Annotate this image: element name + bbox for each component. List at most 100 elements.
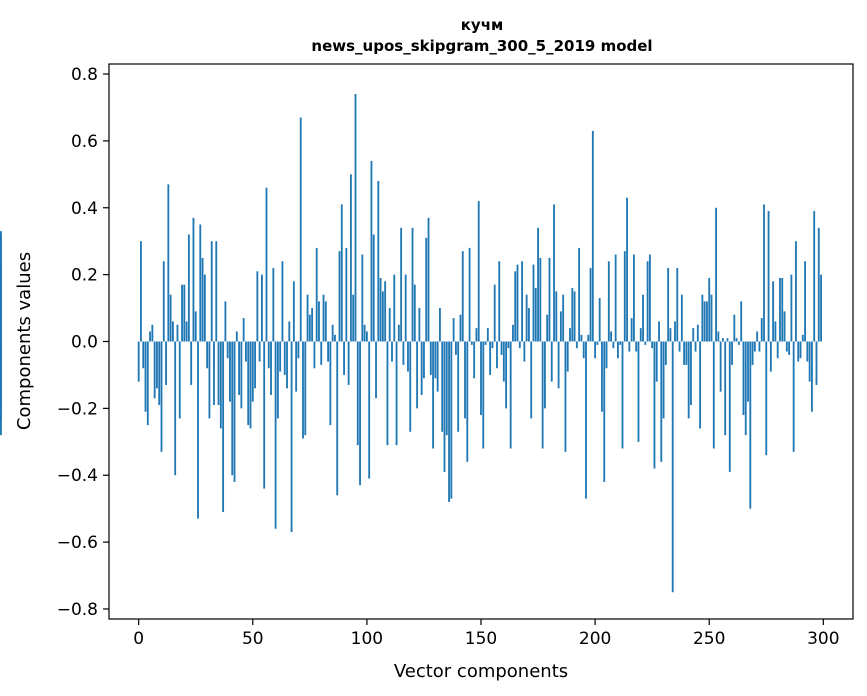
bar-88 <box>338 251 341 342</box>
bar-69 <box>295 341 298 392</box>
x-tick-label: 50 <box>242 629 264 649</box>
y-tick-label: 0.8 <box>71 65 98 85</box>
bar-3 <box>144 341 147 412</box>
bar-114 <box>397 324 400 342</box>
bar-4 <box>146 341 149 426</box>
bar-124 <box>420 341 423 395</box>
bar-110 <box>388 308 391 342</box>
bar-231 <box>664 341 667 365</box>
bar-194 <box>580 334 583 342</box>
bar-208 <box>612 341 615 349</box>
bar-253 <box>715 207 717 342</box>
bar-169 <box>523 341 526 362</box>
bar-269 <box>751 341 754 365</box>
bar-166 <box>516 264 519 342</box>
bar-118 <box>407 341 409 372</box>
bar-165 <box>514 271 517 342</box>
bar-238 <box>680 294 683 342</box>
bar-42 <box>233 341 236 482</box>
bar-145 <box>468 247 471 342</box>
bar-72 <box>302 341 304 439</box>
bar-70 <box>297 341 300 359</box>
bar-21 <box>185 321 188 342</box>
bar-58 <box>270 341 272 395</box>
bar-216 <box>630 318 633 342</box>
bar-63 <box>281 261 284 342</box>
bar-185 <box>559 311 562 342</box>
bar-250 <box>708 277 711 342</box>
bar-22 <box>187 234 190 342</box>
bar-190 <box>571 288 574 342</box>
bar-130 <box>434 341 437 379</box>
bar-150 <box>480 341 482 416</box>
bar-19 <box>181 284 183 342</box>
bar-undefined <box>0 341 2 406</box>
bar-9 <box>158 341 161 406</box>
bar-14 <box>169 294 172 342</box>
bar-168 <box>521 261 523 342</box>
bar-98 <box>361 254 364 342</box>
bar-163 <box>509 341 512 449</box>
bar-25 <box>194 311 197 342</box>
bar-76 <box>311 308 314 342</box>
bar-141 <box>459 314 462 342</box>
bar-112 <box>393 274 396 342</box>
bar-222 <box>644 341 647 345</box>
bar-161 <box>505 341 508 409</box>
bar-94 <box>352 294 355 342</box>
bar-252 <box>712 341 715 449</box>
x-axis-label: Vector components <box>394 661 568 682</box>
bar-134 <box>443 341 446 472</box>
bar-249 <box>706 301 708 342</box>
bar-237 <box>678 341 681 352</box>
bar-286 <box>790 274 793 342</box>
bar-244 <box>694 341 697 352</box>
bar-60 <box>274 341 277 529</box>
bar-285 <box>788 341 791 355</box>
y-tick-label: 0.2 <box>71 266 98 286</box>
bar-283 <box>783 311 786 342</box>
x-tick-label: 250 <box>693 629 725 649</box>
bar-186 <box>562 294 565 342</box>
bar-7 <box>153 341 156 399</box>
bar-53 <box>258 341 261 362</box>
bar-54 <box>261 274 263 342</box>
bar-240 <box>685 341 688 365</box>
bar-85 <box>331 324 334 342</box>
bar-86 <box>334 334 336 342</box>
bar-30 <box>206 341 209 369</box>
bar-281 <box>779 277 781 342</box>
bar-132 <box>439 308 441 342</box>
bar-149 <box>477 201 480 342</box>
bar-41 <box>231 341 234 476</box>
bar-177 <box>541 341 544 449</box>
bar-218 <box>635 341 638 352</box>
bar-113 <box>395 341 398 446</box>
bar-144 <box>466 341 469 462</box>
bar-123 <box>418 308 421 342</box>
bar-49 <box>249 341 252 429</box>
bar-295 <box>811 341 813 412</box>
x-axis: 0 50 100 150 200 250 300 <box>133 619 840 649</box>
bar-299 <box>820 274 822 342</box>
bar-189 <box>569 328 571 342</box>
bar-276 <box>767 211 770 342</box>
bar-87 <box>336 341 339 496</box>
bar-259 <box>728 341 731 472</box>
bar-184 <box>557 341 560 389</box>
y-axis-label: Components values <box>14 252 35 430</box>
bar-274 <box>763 204 765 342</box>
bar-159 <box>500 341 503 355</box>
bar-232 <box>667 267 670 342</box>
bar-117 <box>404 274 407 342</box>
bar-266 <box>744 341 747 436</box>
bar-56 <box>265 187 268 342</box>
bar-263 <box>737 341 740 345</box>
bar-174 <box>534 288 537 342</box>
bar-192 <box>575 341 578 349</box>
bar-223 <box>646 261 649 342</box>
bar-198 <box>589 267 592 342</box>
bar-248 <box>703 301 706 342</box>
bar-27 <box>199 224 202 342</box>
bar-5 <box>149 331 151 342</box>
